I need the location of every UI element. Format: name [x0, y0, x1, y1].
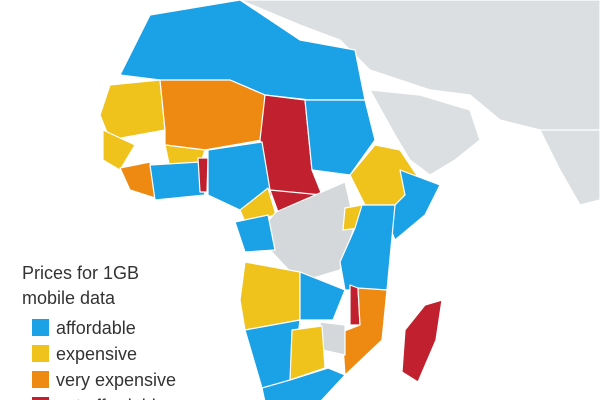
eurasia	[149, 0, 600, 176]
legend-swatch	[32, 397, 49, 400]
mozambique	[341, 287, 388, 376]
legend-label: not affordable	[56, 396, 166, 400]
zambia	[299, 271, 346, 321]
india	[539, 129, 600, 206]
countries	[99, 0, 443, 400]
legend-swatch	[32, 345, 49, 362]
congo-gabon	[234, 214, 276, 253]
legend-label: affordable	[56, 318, 136, 338]
madagascar	[401, 299, 443, 383]
legend-title: mobile data	[22, 288, 116, 308]
benin	[197, 157, 209, 193]
south-africa	[261, 367, 346, 400]
mauritania	[99, 79, 166, 141]
angola	[239, 261, 301, 331]
legend-label: very expensive	[56, 370, 176, 390]
legend-title: Prices for 1GB	[22, 263, 139, 283]
legend-swatch	[32, 319, 49, 336]
ivory-ghana	[149, 161, 206, 201]
sudan	[304, 99, 376, 176]
mali-niger	[159, 79, 266, 151]
legend: Prices for 1GB mobile data affordable exp…	[22, 263, 176, 400]
legend-label: expensive	[56, 344, 137, 364]
legend-swatch	[32, 371, 49, 388]
somalia	[384, 169, 441, 241]
senegal	[102, 129, 136, 171]
arabia	[369, 89, 481, 176]
botswana	[289, 325, 326, 381]
